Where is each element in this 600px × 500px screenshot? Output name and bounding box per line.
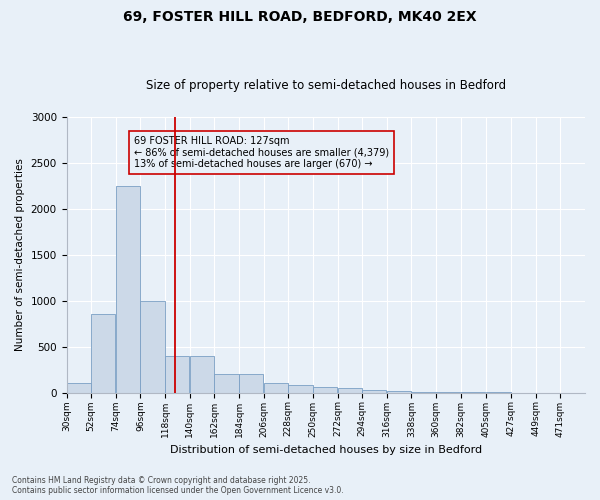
Text: 69, FOSTER HILL ROAD, BEDFORD, MK40 2EX: 69, FOSTER HILL ROAD, BEDFORD, MK40 2EX [123,10,477,24]
Y-axis label: Number of semi-detached properties: Number of semi-detached properties [15,158,25,351]
Bar [190,356,214,393]
Title: Size of property relative to semi-detached houses in Bedford: Size of property relative to semi-detach… [146,79,506,92]
Bar [239,374,263,392]
Bar [91,314,115,392]
Text: 69 FOSTER HILL ROAD: 127sqm
← 86% of semi-detached houses are smaller (4,379)
13: 69 FOSTER HILL ROAD: 127sqm ← 86% of sem… [134,136,389,170]
Bar [214,374,239,392]
Bar [313,387,337,392]
Bar [263,384,288,392]
Bar [116,186,140,392]
Bar [362,390,386,392]
Bar [165,356,190,393]
Bar [288,386,313,392]
Text: Contains HM Land Registry data © Crown copyright and database right 2025.
Contai: Contains HM Land Registry data © Crown c… [12,476,344,495]
X-axis label: Distribution of semi-detached houses by size in Bedford: Distribution of semi-detached houses by … [170,445,482,455]
Bar [338,388,362,392]
Bar [67,384,91,392]
Bar [140,300,165,392]
